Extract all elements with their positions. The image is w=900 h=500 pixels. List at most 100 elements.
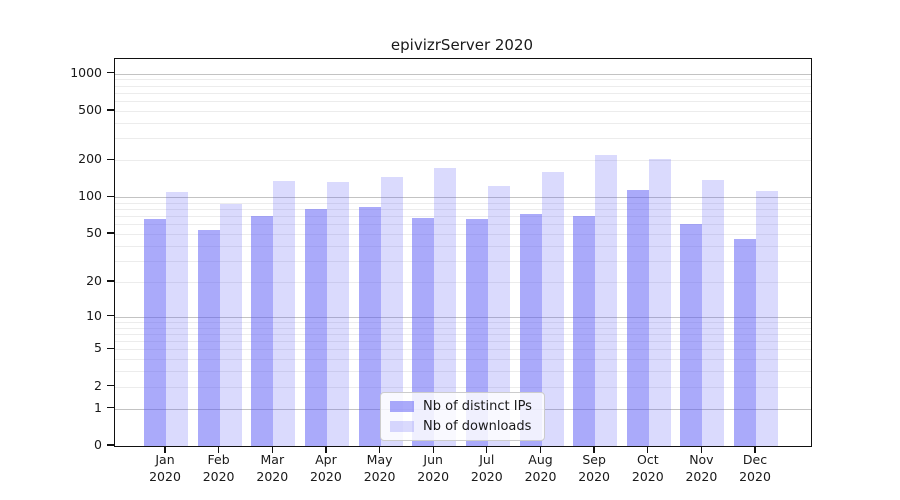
bar-nb-of-distinct-ips-mar bbox=[251, 216, 274, 446]
x-tick-mark-apr bbox=[325, 446, 327, 453]
legend-item-distinct-ips: Nb of distinct IPs bbox=[390, 399, 532, 414]
bar-nb-of-downloads-oct bbox=[648, 158, 671, 446]
y-tick-mark-500 bbox=[107, 109, 114, 111]
gridline-minor-20 bbox=[115, 281, 811, 283]
gridline-major-100 bbox=[115, 197, 811, 199]
gridline-minor-80 bbox=[115, 209, 811, 211]
y-tick-label-2: 2 bbox=[94, 377, 102, 393]
x-tick-label-sep: Sep 2020 bbox=[578, 452, 610, 484]
bar-nb-of-downloads-may bbox=[380, 177, 403, 446]
y-tick-label-200: 200 bbox=[78, 151, 102, 167]
bar-nb-of-downloads-sep bbox=[595, 154, 618, 446]
bar-nb-of-distinct-ips-jan bbox=[144, 219, 166, 446]
x-tick-label-jun: Jun 2020 bbox=[417, 452, 450, 484]
y-tick-label-1000: 1000 bbox=[70, 64, 102, 80]
x-tick-label-oct: Oct 2020 bbox=[631, 452, 664, 484]
x-tick-mark-oct bbox=[647, 446, 649, 453]
legend-swatch-downloads bbox=[390, 421, 414, 432]
bar-nb-of-distinct-ips-nov bbox=[680, 224, 703, 446]
x-tick-mark-mar bbox=[271, 446, 273, 453]
gridline-minor-50 bbox=[115, 234, 811, 236]
gridline-minor-40 bbox=[115, 245, 811, 247]
y-tick-mark-10 bbox=[107, 315, 114, 317]
gridline-minor-2 bbox=[115, 386, 811, 388]
bar-nb-of-downloads-jun bbox=[434, 167, 457, 446]
y-tick-mark-2 bbox=[107, 385, 114, 387]
bar-nb-of-downloads-jan bbox=[166, 192, 188, 446]
bar-nb-of-distinct-ips-may bbox=[358, 206, 381, 446]
bar-nb-of-distinct-ips-jun bbox=[412, 217, 435, 446]
y-tick-label-500: 500 bbox=[78, 102, 102, 117]
bar-nb-of-downloads-aug bbox=[541, 172, 564, 446]
y-tick-mark-0 bbox=[107, 444, 114, 446]
x-tick-mark-aug bbox=[539, 446, 542, 453]
legend-item-downloads: Nb of downloads bbox=[390, 419, 532, 434]
x-tick-mark-feb bbox=[217, 446, 220, 453]
legend-label-distinct-ips: Nb of distinct IPs bbox=[423, 399, 532, 414]
legend-swatch-distinct-ips bbox=[390, 401, 414, 412]
y-tick-label-1: 1 bbox=[94, 399, 102, 415]
bar-nb-of-downloads-jul bbox=[487, 185, 510, 446]
gridline-minor-500 bbox=[115, 111, 811, 112]
bar-nb-of-distinct-ips-oct bbox=[626, 189, 649, 446]
y-tick-label-100: 100 bbox=[78, 188, 102, 204]
y-tick-mark-100 bbox=[107, 195, 114, 197]
y-tick-label-0: 0 bbox=[94, 437, 102, 452]
gridline-minor-800 bbox=[115, 85, 811, 87]
x-tick-mark-jan bbox=[164, 446, 166, 453]
gridline-minor-900 bbox=[115, 79, 811, 81]
y-tick-mark-1000 bbox=[107, 71, 114, 74]
gridline-minor-400 bbox=[115, 122, 811, 124]
bar-nb-of-distinct-ips-feb bbox=[197, 230, 220, 446]
x-tick-label-may: May 2020 bbox=[363, 452, 396, 484]
legend-label-downloads: Nb of downloads bbox=[423, 419, 532, 434]
legend: Nb of distinct IPs Nb of downloads bbox=[380, 392, 545, 441]
gridline-major-10 bbox=[115, 316, 811, 318]
x-tick-label-mar: Mar 2020 bbox=[256, 452, 289, 484]
gridline-minor-8 bbox=[115, 327, 811, 329]
y-tick-label-20: 20 bbox=[86, 272, 102, 288]
x-tick-mark-may bbox=[378, 446, 381, 453]
x-tick-label-apr: Apr 2020 bbox=[309, 452, 342, 484]
y-tick-mark-20 bbox=[107, 280, 114, 282]
gridline-minor-7 bbox=[115, 333, 811, 335]
gridline-major-1000 bbox=[115, 73, 811, 75]
y-tick-mark-5 bbox=[107, 347, 114, 350]
plot-area: Nb of distinct IPs Nb of downloads bbox=[114, 58, 812, 447]
gridline-minor-30 bbox=[115, 260, 811, 262]
x-tick-mark-nov bbox=[700, 446, 703, 453]
x-tick-mark-sep bbox=[593, 446, 595, 453]
gridline-minor-6 bbox=[115, 341, 811, 343]
x-tick-mark-jun bbox=[432, 446, 434, 453]
y-tick-mark-200 bbox=[107, 158, 114, 160]
bar-nb-of-downloads-feb bbox=[219, 204, 242, 446]
x-tick-label-jul: Jul 2020 bbox=[470, 452, 503, 484]
bar-nb-of-downloads-apr bbox=[326, 182, 349, 446]
gridline-minor-700 bbox=[115, 92, 811, 94]
y-tick-mark-1 bbox=[107, 406, 114, 409]
x-tick-label-nov: Nov 2020 bbox=[685, 452, 718, 484]
gridline-minor-200 bbox=[115, 160, 811, 162]
y-tick-label-5: 5 bbox=[94, 340, 102, 356]
x-tick-mark-jul bbox=[486, 446, 488, 453]
bar-nb-of-distinct-ips-aug bbox=[519, 214, 542, 446]
gridline-minor-4 bbox=[115, 359, 811, 361]
bar-nb-of-distinct-ips-dec bbox=[734, 238, 756, 446]
y-tick-label-50: 50 bbox=[86, 225, 102, 241]
bar-nb-of-distinct-ips-jul bbox=[465, 218, 488, 446]
gridline-minor-3 bbox=[115, 371, 811, 373]
chart-title: epivizrServer 2020 bbox=[390, 36, 534, 54]
x-tick-mark-dec bbox=[754, 446, 756, 453]
x-tick-label-dec: Dec 2020 bbox=[739, 452, 771, 484]
bar-nb-of-downloads-mar bbox=[273, 181, 296, 446]
bar-nb-of-downloads-nov bbox=[702, 180, 725, 446]
gridline-minor-90 bbox=[115, 202, 811, 204]
gridline-minor-60 bbox=[115, 224, 811, 226]
bar-nb-of-distinct-ips-sep bbox=[573, 216, 596, 446]
x-tick-label-jan: Jan 2020 bbox=[149, 452, 181, 484]
gridline-minor-300 bbox=[115, 138, 811, 140]
y-tick-mark-50 bbox=[107, 232, 114, 234]
gridline-minor-70 bbox=[115, 216, 811, 218]
bar-nb-of-downloads-dec bbox=[756, 191, 778, 446]
